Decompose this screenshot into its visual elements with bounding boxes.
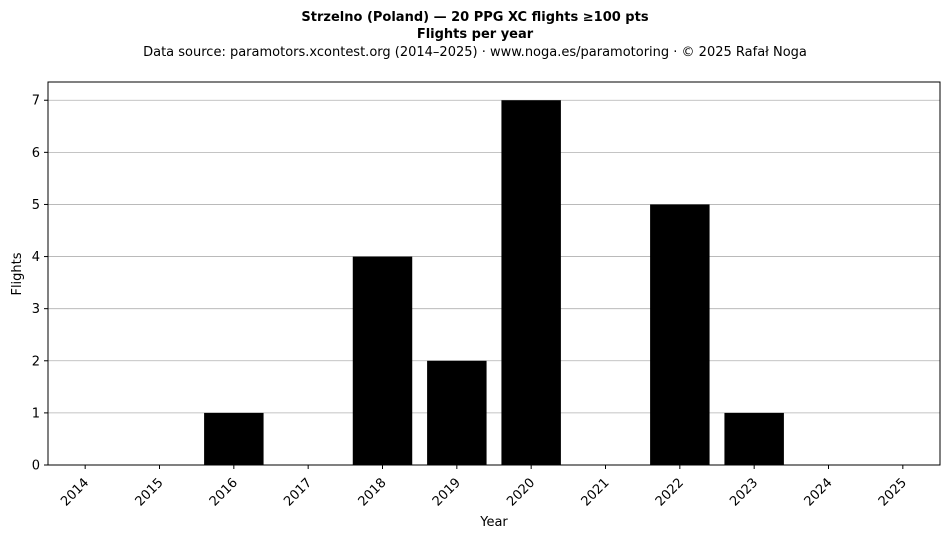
y-tick-label: 5	[32, 198, 40, 213]
bars	[204, 100, 784, 465]
bar-2016	[204, 412, 264, 465]
x-tick-label: 2018	[356, 475, 390, 509]
x-tick-label: 2021	[579, 475, 613, 509]
x-tick-label: 2014	[58, 475, 92, 509]
x-tick-label: 2016	[207, 475, 241, 509]
x-tick-label: 2015	[133, 475, 167, 509]
y-axis-label: Flights	[10, 252, 25, 295]
x-tick-label: 2025	[876, 475, 910, 509]
x-tick-label: 2024	[802, 475, 836, 509]
x-tick-label: 2023	[727, 475, 761, 509]
grid-lines	[48, 99, 940, 414]
plot-frame	[47, 81, 941, 466]
y-tick-label: 1	[32, 406, 40, 421]
y-tick-label: 3	[32, 302, 40, 317]
x-tick-label: 2022	[653, 475, 687, 509]
y-tick-label: 4	[32, 250, 40, 265]
bar-2020	[501, 100, 561, 465]
y-axis-ticks: 0 1 2 3 4 5 6 7	[32, 94, 48, 474]
bar-2023	[724, 412, 784, 465]
y-tick-label: 6	[32, 146, 40, 161]
x-tick-label: 2019	[430, 475, 464, 509]
x-tick-label: 2017	[281, 475, 315, 509]
x-axis-ticks: 2014 2015 2016 2017 2018 2019 2020 2021 2022 2023…	[58, 465, 910, 509]
x-axis-label: Year	[479, 515, 508, 530]
chart-source: Data source: paramotors.xcontest.org (20…	[143, 45, 807, 60]
bar-2022	[650, 204, 710, 465]
y-tick-label: 2	[32, 354, 40, 369]
bar-2019	[427, 360, 487, 465]
y-tick-label: 0	[32, 459, 40, 474]
x-tick-label: 2020	[504, 475, 538, 509]
bar-2018	[352, 256, 413, 465]
chart-subtitle: Flights per year	[417, 27, 534, 42]
chart-title: Strzelno (Poland) — 20 PPG XC flights ≥1…	[301, 10, 648, 25]
y-tick-label: 7	[32, 94, 40, 109]
